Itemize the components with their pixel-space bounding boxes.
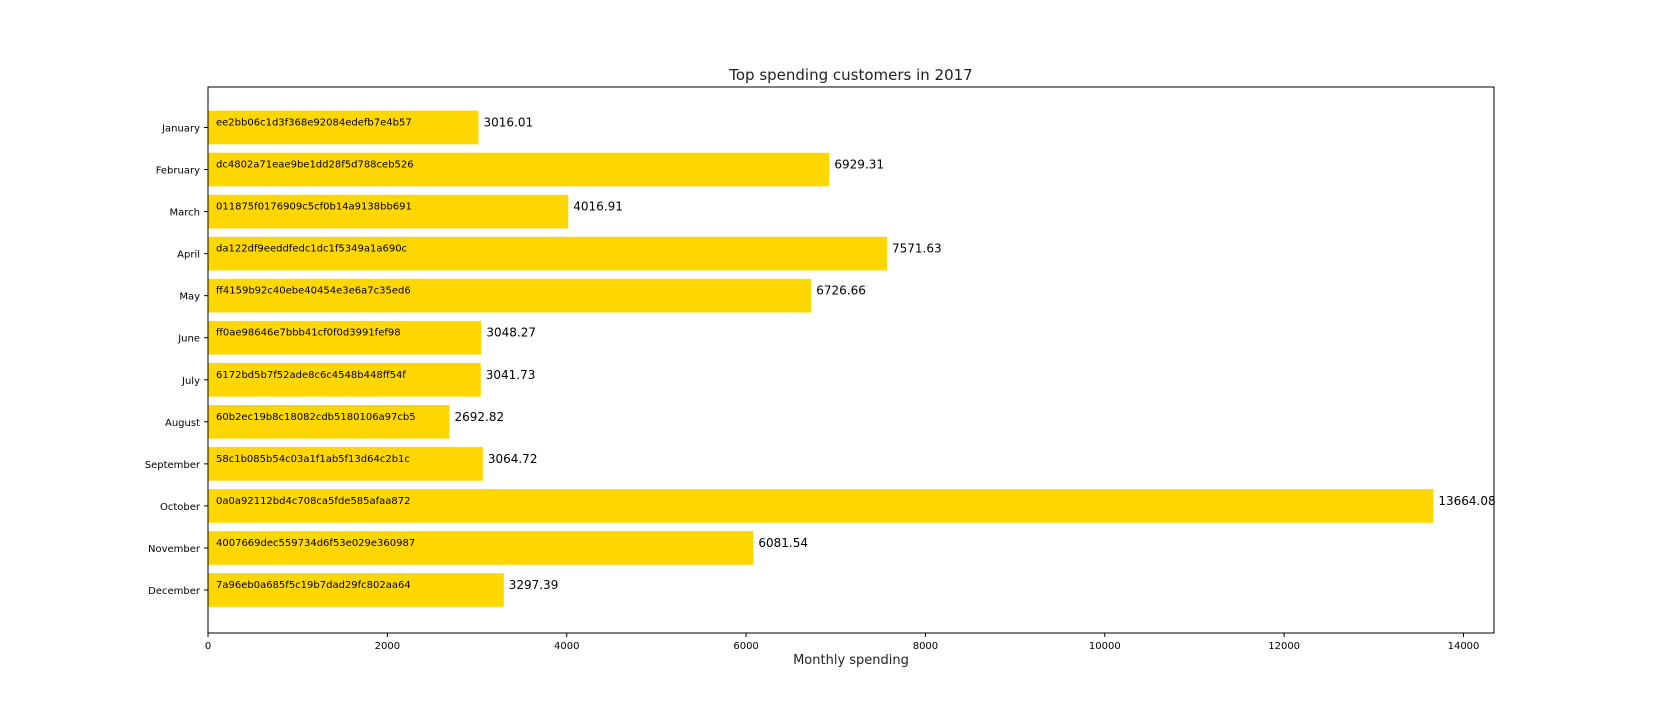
bar-june — [208, 320, 482, 355]
bar-customer-id: 6172bd5b7f52ade8c6c4548b448ff54f — [216, 370, 406, 381]
bar-customer-id: 4007669dec559734d6f53e029e360987 — [216, 538, 415, 549]
x-axis: 0 2000 4000 6000 8000 10000 12000 14000 — [205, 633, 1480, 652]
value-label: 2692.82 — [454, 410, 504, 424]
value-label: 3048.27 — [486, 326, 536, 340]
bar-december — [208, 573, 504, 607]
x-tick-label: 0 — [205, 641, 211, 652]
y-tick-label: March — [170, 208, 200, 219]
bar-july — [208, 362, 481, 397]
bar-customer-id: ff4159b92c40ebe40454e3e6a7c35ed6 — [216, 286, 411, 297]
x-axis-label: Monthly spending — [793, 653, 909, 668]
x-tick-label: 12000 — [1268, 641, 1300, 652]
y-tick-label: June — [177, 334, 200, 345]
bar-may — [208, 278, 812, 313]
bar-october — [208, 489, 1434, 523]
value-label: 13664.08 — [1438, 494, 1495, 508]
value-label: 3016.01 — [483, 116, 533, 130]
bar-customer-id: da122df9eeddfedc1dc1f5349a1a690c — [216, 244, 407, 255]
value-label: 3064.72 — [488, 452, 538, 466]
bar-customer-id: 0a0a92112bd4c708ca5fde585afaa872 — [216, 496, 411, 507]
bars-layer: ee2bb06c1d3f368e92084edefb7e4b57 dc4802a7… — [208, 110, 1434, 607]
x-tick-label: 2000 — [375, 641, 400, 652]
x-tick-label: 4000 — [554, 641, 579, 652]
bar-customer-id: 58c1b085b54c03a1f1ab5f13d64c2b1c — [216, 454, 410, 465]
y-tick-label: September — [145, 460, 201, 471]
value-label: 4016.91 — [573, 200, 623, 214]
y-tick-label: May — [179, 292, 200, 303]
y-axis: January February March April May June July Augu… — [145, 124, 208, 597]
bar-customer-id: ff0ae98646e7bbb41cf0f0d3991fef98 — [216, 328, 401, 339]
value-label: 6081.54 — [758, 536, 808, 550]
y-tick-label: October — [160, 502, 201, 513]
value-label: 7571.63 — [892, 242, 942, 256]
bar-february — [208, 152, 830, 187]
plot-frame — [207, 86, 1495, 634]
value-labels-layer: 3016.01 6929.31 4016.91 7571.63 6726.66 3048.… — [454, 116, 1495, 593]
x-tick-label: 6000 — [733, 641, 758, 652]
y-tick-label: December — [148, 586, 201, 597]
x-tick-label: 10000 — [1089, 641, 1121, 652]
bar-customer-id: 60b2ec19b8c18082cdb5180106a97cb5 — [216, 412, 416, 423]
x-tick-label: 14000 — [1448, 641, 1480, 652]
bar-november — [208, 531, 754, 565]
y-tick-label: July — [181, 376, 200, 387]
value-label: 6726.66 — [816, 284, 866, 298]
bar-customer-id: 011875f0176909c5cf0b14a9138bb691 — [216, 202, 412, 213]
bar-january — [208, 110, 479, 145]
bar-march — [208, 194, 569, 229]
y-tick-label: February — [156, 166, 200, 177]
bar-september — [208, 447, 483, 481]
value-label: 6929.31 — [834, 158, 884, 172]
bar-april — [208, 236, 888, 271]
bar-customer-id: ee2bb06c1d3f368e92084edefb7e4b57 — [216, 118, 412, 129]
x-tick-label: 8000 — [913, 641, 938, 652]
bar-august — [208, 405, 450, 439]
y-tick-label: August — [165, 418, 200, 429]
y-tick-label: November — [148, 544, 201, 555]
y-tick-label: January — [161, 124, 200, 135]
chart-title: Top spending customers in 2017 — [728, 66, 972, 84]
bar-customer-id: dc4802a71eae9be1dd28f5d788ceb526 — [216, 160, 414, 171]
y-tick-label: April — [177, 250, 200, 261]
value-label: 3041.73 — [486, 368, 536, 382]
bar-customer-id: 7a96eb0a685f5c19b7dad29fc802aa64 — [216, 580, 411, 591]
value-label: 3297.39 — [509, 578, 559, 592]
